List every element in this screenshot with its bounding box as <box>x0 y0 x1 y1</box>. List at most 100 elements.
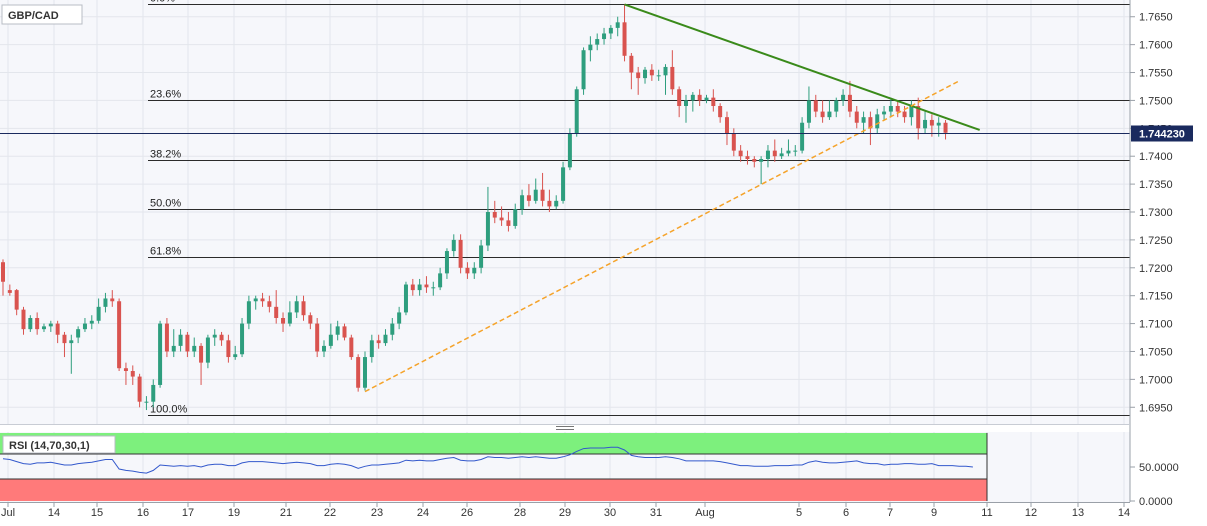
candle-body <box>718 106 723 118</box>
x-tick-label: 31 <box>650 507 662 519</box>
candle-body <box>759 159 764 162</box>
candle-body <box>888 106 893 112</box>
candle-body <box>847 94 852 112</box>
candle <box>164 318 169 358</box>
candle <box>929 114 934 137</box>
resistance-trendline <box>624 3 981 131</box>
candle <box>629 53 634 90</box>
x-tick-label: 21 <box>280 507 292 519</box>
candle <box>800 117 805 154</box>
candle <box>588 36 593 62</box>
candle <box>663 64 668 95</box>
x-tick-label: 13 <box>1072 507 1084 519</box>
candle <box>677 86 682 118</box>
y-tick-label: 1.7000 <box>1139 374 1173 386</box>
x-tick-label: 26 <box>461 507 473 519</box>
x-tick-label: 30 <box>604 507 616 519</box>
candle <box>117 298 122 371</box>
y-tick-label: 1.7050 <box>1139 346 1173 358</box>
candle-body <box>704 97 709 101</box>
candle-body <box>649 69 654 76</box>
candle-body <box>444 251 449 274</box>
candle-body <box>69 340 74 344</box>
candle <box>205 334 210 369</box>
y-tick-label: 1.7500 <box>1139 95 1173 107</box>
candle <box>151 379 156 408</box>
candle <box>390 318 395 341</box>
candle <box>581 47 586 95</box>
candle <box>868 111 873 146</box>
candle-body <box>253 298 258 302</box>
candle <box>547 189 552 212</box>
candle-body <box>103 298 108 307</box>
candle-body <box>322 345 327 352</box>
candle <box>561 161 566 204</box>
candle-body <box>731 133 736 151</box>
panel-resize-handle[interactable] <box>553 424 575 432</box>
candle-body <box>793 150 798 152</box>
candle-body <box>151 384 156 402</box>
candlestick-series <box>1 4 948 411</box>
candle <box>895 100 900 118</box>
candle <box>274 290 279 324</box>
candle-body <box>123 368 128 371</box>
candle-body <box>479 245 484 268</box>
candle-body <box>403 284 408 313</box>
candle-body <box>936 122 941 126</box>
candle <box>718 103 723 123</box>
candle-body <box>540 189 545 201</box>
candle-body <box>369 340 374 358</box>
candle <box>738 145 743 162</box>
candle-body <box>567 133 572 168</box>
candle <box>506 212 511 232</box>
candle <box>567 128 572 171</box>
y-tick-label: 1.7100 <box>1139 319 1173 331</box>
candle <box>834 97 839 118</box>
candle <box>21 306 26 335</box>
x-tick-label: Jul <box>1 507 15 519</box>
candle-body <box>752 159 757 162</box>
candle-body <box>868 117 873 129</box>
candle <box>759 156 764 185</box>
candle <box>253 295 258 310</box>
candle-body <box>117 301 122 369</box>
candle-body <box>130 371 135 377</box>
candle <box>765 145 770 168</box>
candle <box>752 156 757 168</box>
candle <box>171 329 176 358</box>
candle <box>431 281 436 296</box>
candle <box>554 195 559 210</box>
candle-body <box>219 334 224 341</box>
candle-body <box>424 284 429 288</box>
rsi-label: RSI (14,70,30,1) <box>9 440 90 452</box>
candle <box>882 106 887 120</box>
candle <box>69 334 74 374</box>
candle-body <box>602 33 607 40</box>
candle <box>287 301 292 327</box>
candle-body <box>185 334 190 352</box>
candle <box>451 234 456 257</box>
candle <box>383 329 388 346</box>
candle-body <box>438 273 443 288</box>
candle-body <box>622 22 627 56</box>
fibonacci-levels: 0.0% 23.6% 38.2% 50.0% 61.8% 100.0% <box>148 0 1130 416</box>
candle <box>41 323 46 332</box>
candle <box>909 100 914 126</box>
candle-body <box>308 315 313 324</box>
candle-body <box>62 334 67 344</box>
candle <box>403 281 408 316</box>
candle <box>684 94 688 123</box>
time-axis: Jul 14 15 16 17 19 21 22 23 24 26 28 29 30 31 Aug 5 6 7 9 11… <box>1 502 1130 519</box>
candle <box>14 288 19 316</box>
rsi-axis: 50.0000 0.0000 <box>1130 462 1179 508</box>
candle-body <box>96 306 101 321</box>
candle-body <box>909 106 914 118</box>
candle <box>513 203 518 229</box>
y-tick-label: 1.7550 <box>1139 68 1173 80</box>
candle-body <box>328 334 333 346</box>
candle-body <box>765 150 770 159</box>
symbol-label: GBP/CAD <box>8 10 59 22</box>
candle-body <box>834 100 839 112</box>
candle <box>315 318 320 358</box>
candle-body <box>547 200 552 207</box>
